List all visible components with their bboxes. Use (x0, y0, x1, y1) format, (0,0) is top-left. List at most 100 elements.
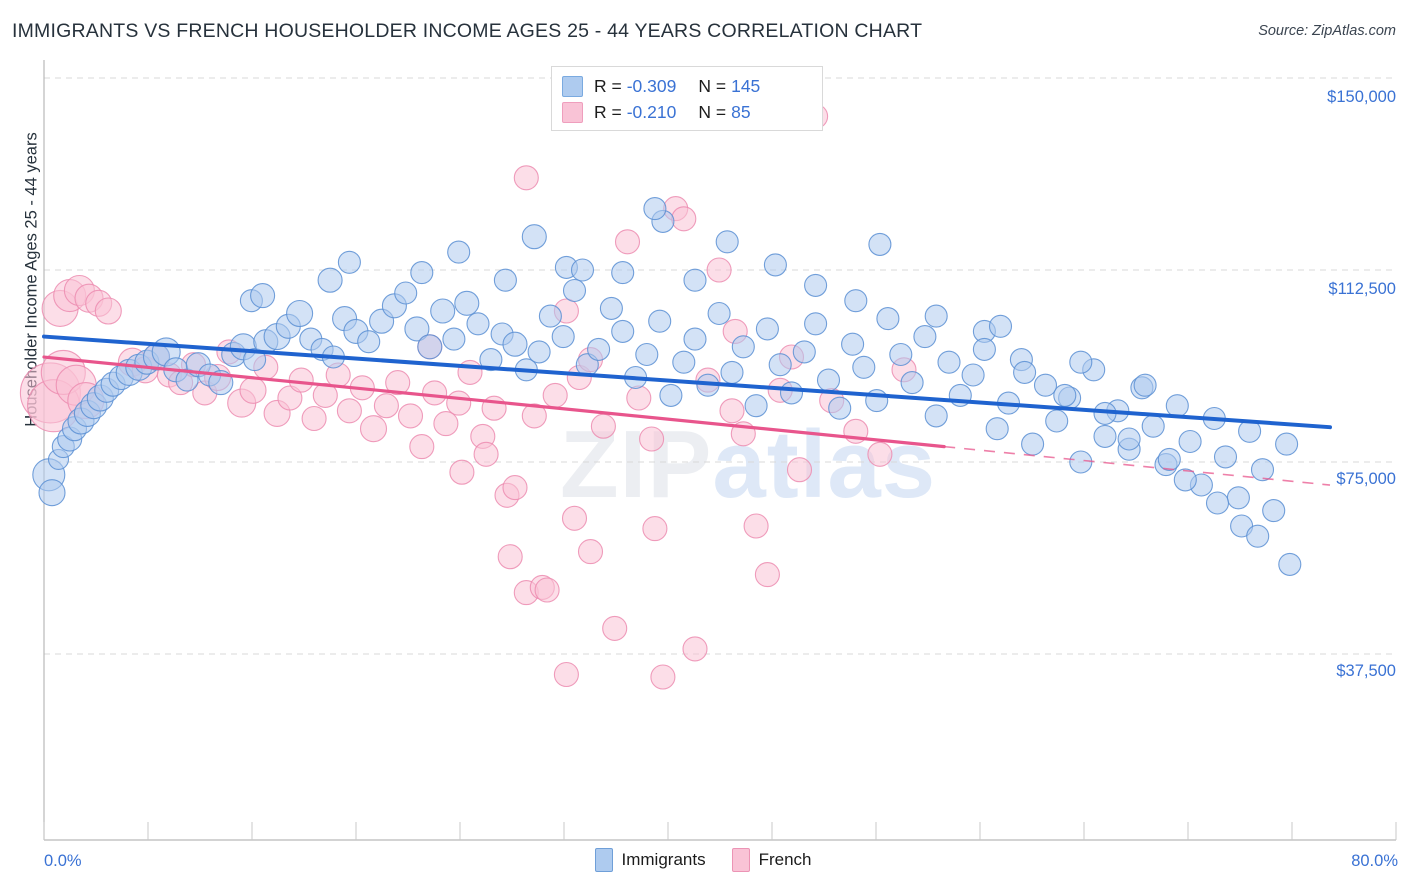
r-label-french: R = (594, 101, 622, 122)
data-point (985, 417, 1009, 441)
data-point (683, 268, 707, 292)
data-point (642, 516, 668, 542)
data-point (250, 283, 276, 309)
data-point (497, 544, 523, 570)
data-point (792, 340, 816, 364)
data-point (502, 475, 528, 501)
data-point (1033, 373, 1058, 397)
data-point (1250, 458, 1275, 482)
x-tick-label-min: 0.0% (44, 852, 82, 870)
x-tick-label-max: 80.0% (1351, 852, 1398, 870)
data-point (706, 257, 732, 283)
data-point (551, 325, 575, 349)
correlation-row-immigrants: R = -0.309 N = 145 (562, 73, 812, 99)
series-legend-label-french: French (758, 850, 812, 869)
series-swatch-immigrants-icon (594, 848, 613, 872)
y-tick-label-75000: $75,000 (1336, 470, 1396, 488)
data-point (635, 342, 659, 367)
data-point (852, 355, 876, 379)
data-point (707, 301, 731, 326)
data-point (1213, 445, 1238, 469)
data-point (754, 562, 780, 588)
r-value-immigrants: -0.309 (626, 75, 677, 96)
data-point (1117, 427, 1141, 451)
data-point (561, 505, 588, 531)
data-point (430, 298, 456, 324)
series-legend-item-immigrants[interactable]: Immigrants (594, 848, 706, 872)
data-point (288, 367, 314, 393)
data-point (786, 457, 813, 483)
series-swatch-french-icon (731, 848, 750, 872)
data-point (924, 404, 948, 428)
data-point (38, 479, 66, 507)
data-point (447, 240, 471, 264)
data-point (755, 317, 779, 341)
data-point (277, 385, 303, 411)
data-point (988, 314, 1013, 338)
data-point (1226, 486, 1250, 510)
data-point (1205, 491, 1230, 515)
data-point (1069, 350, 1093, 374)
data-point (804, 312, 828, 336)
data-point (1262, 499, 1286, 523)
r-label-immigrants: R = (594, 75, 622, 96)
data-point (409, 434, 435, 460)
series-legend: Immigrants French (0, 848, 1406, 872)
data-point (961, 363, 985, 387)
data-point (715, 230, 739, 254)
data-point (1045, 409, 1069, 433)
data-point (683, 327, 707, 351)
data-point (479, 348, 503, 372)
data-point (1246, 524, 1270, 548)
data-point (1069, 450, 1093, 474)
data-point (1157, 447, 1181, 471)
data-point (239, 376, 267, 404)
data-point (570, 258, 595, 282)
data-point (648, 309, 672, 333)
data-point (454, 290, 480, 316)
series-legend-label-immigrants: Immigrants (621, 850, 706, 869)
data-point (336, 398, 362, 424)
data-point (867, 441, 893, 467)
data-point (243, 348, 267, 372)
data-point (672, 350, 696, 374)
data-point (972, 337, 996, 361)
series-points-immigrants (32, 197, 1302, 576)
data-point (868, 232, 892, 256)
data-point (94, 297, 122, 325)
data-point (602, 615, 628, 641)
data-point (643, 197, 667, 221)
data-point (1021, 432, 1045, 456)
data-point (671, 206, 697, 232)
data-point (1178, 429, 1202, 454)
data-point (449, 459, 475, 485)
n-label-french: N = (698, 101, 727, 122)
data-point (446, 390, 472, 416)
data-point (900, 371, 924, 395)
data-point (1013, 360, 1037, 384)
data-point (844, 289, 868, 313)
data-point (404, 316, 430, 342)
n-label-immigrants: N = (698, 75, 727, 96)
data-point (937, 350, 961, 374)
data-point (373, 393, 399, 419)
data-point (466, 312, 490, 336)
r-value-french: -0.210 (626, 101, 677, 122)
data-point (534, 577, 560, 603)
data-point (876, 307, 900, 331)
data-point (913, 325, 937, 349)
n-value-french: 85 (731, 101, 751, 122)
data-point (442, 327, 466, 351)
data-point (804, 273, 828, 297)
trendline-french-dashed (944, 445, 1331, 486)
data-point (828, 396, 852, 420)
n-value-immigrants: 145 (731, 75, 761, 96)
data-point (744, 394, 768, 418)
legend-swatch-immigrants-icon (562, 75, 583, 97)
data-point (611, 319, 635, 343)
series-legend-item-french[interactable]: French (731, 848, 812, 872)
data-point (502, 331, 528, 357)
data-point (779, 381, 804, 405)
trendline-french-solid (42, 355, 946, 449)
